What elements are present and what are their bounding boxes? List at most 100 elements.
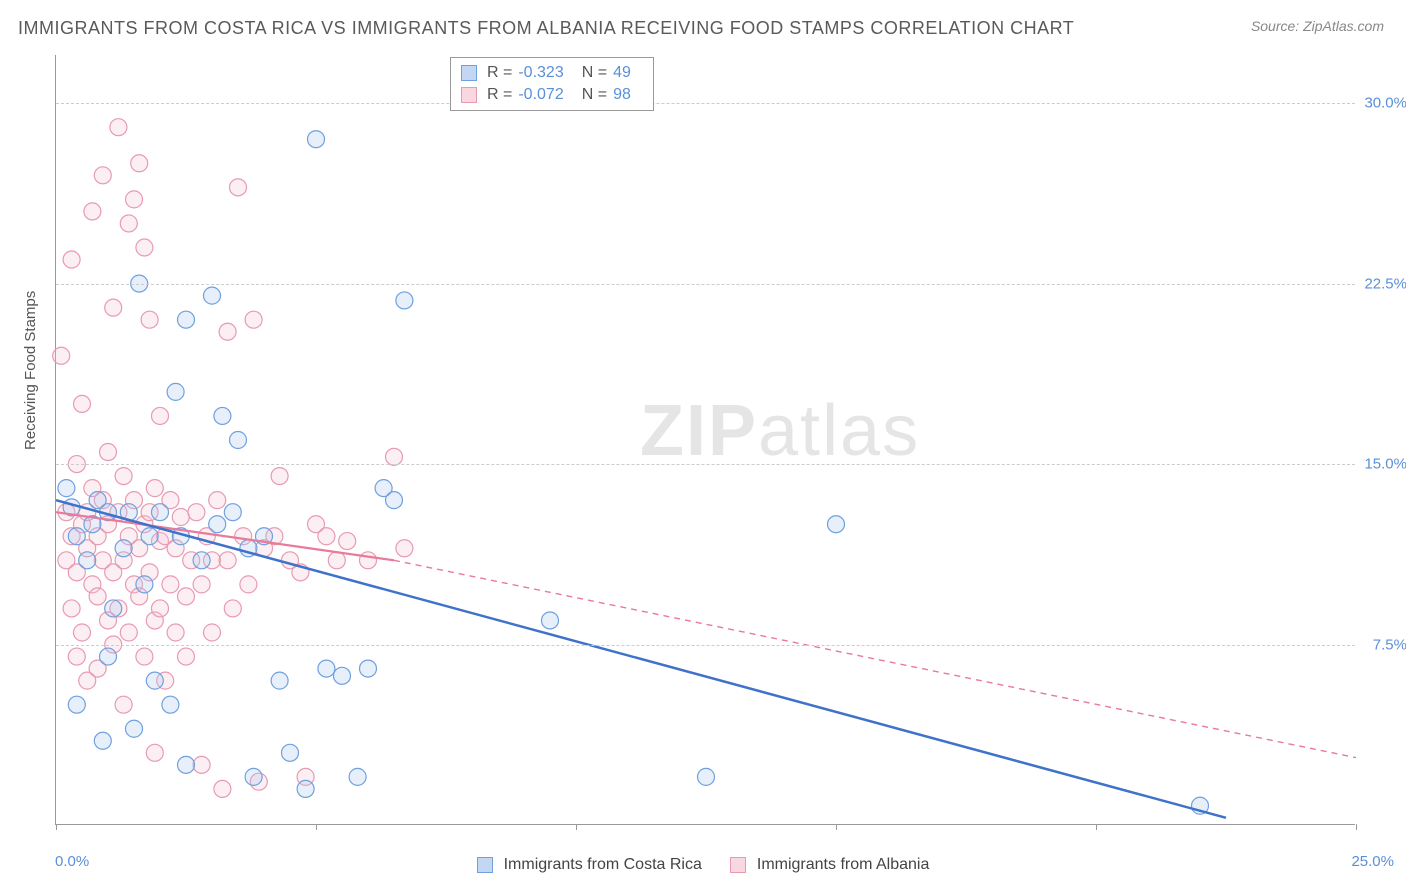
y-tick-label: 7.5% (1373, 636, 1406, 653)
gridline (56, 645, 1355, 646)
data-point (136, 648, 153, 665)
data-point (396, 292, 413, 309)
data-point (328, 552, 345, 569)
stats-row: R = -0.072N = 98 (461, 84, 643, 106)
data-point (219, 552, 236, 569)
chart-plot-area: 7.5%15.0%22.5%30.0% (55, 55, 1355, 825)
data-point (318, 660, 335, 677)
data-point (224, 600, 241, 617)
data-point (63, 251, 80, 268)
data-point (105, 600, 122, 617)
data-point (214, 780, 231, 797)
data-point (204, 287, 221, 304)
source-attribution: Source: ZipAtlas.com (1251, 18, 1384, 34)
data-point (224, 504, 241, 521)
data-point (193, 756, 210, 773)
data-point (126, 720, 143, 737)
x-tick-label-right: 25.0% (1351, 853, 1394, 870)
data-point (100, 444, 117, 461)
x-tick (836, 824, 837, 830)
data-point (94, 732, 111, 749)
data-point (188, 504, 205, 521)
stats-legend-box: R = -0.323 N = 49R = -0.072 N = 98 (450, 57, 654, 111)
stat-n-value: 98 (613, 84, 631, 106)
data-point (58, 480, 75, 497)
data-point (105, 299, 122, 316)
y-tick-label: 15.0% (1364, 456, 1406, 473)
stat-n-label: N = (582, 62, 607, 84)
data-point (136, 576, 153, 593)
stat-r-label: R = (487, 62, 512, 84)
data-point (152, 600, 169, 617)
stats-row: R = -0.323 N = 49 (461, 62, 643, 84)
data-point (141, 528, 158, 545)
data-point (167, 624, 184, 641)
data-point (339, 533, 356, 550)
data-point (193, 552, 210, 569)
legend-label: Immigrants from Costa Rica (504, 856, 702, 874)
legend-label: Immigrants from Albania (757, 856, 930, 874)
y-tick-label: 22.5% (1364, 275, 1406, 292)
data-point (178, 311, 195, 328)
data-point (271, 468, 288, 485)
y-tick-label: 30.0% (1364, 95, 1406, 112)
data-point (100, 648, 117, 665)
x-tick (56, 824, 57, 830)
data-point (178, 588, 195, 605)
data-point (271, 672, 288, 689)
chart-title: IMMIGRANTS FROM COSTA RICA VS IMMIGRANTS… (18, 18, 1074, 39)
data-point (214, 407, 231, 424)
y-axis-label: Receiving Food Stamps (22, 291, 39, 450)
source-prefix: Source: (1251, 18, 1303, 34)
data-point (141, 311, 158, 328)
data-point (126, 191, 143, 208)
x-tick (1096, 824, 1097, 830)
data-point (230, 432, 247, 449)
gridline (56, 464, 1355, 465)
data-point (68, 696, 85, 713)
data-point (204, 624, 221, 641)
data-point (136, 239, 153, 256)
data-point (162, 696, 179, 713)
data-point (115, 540, 132, 557)
data-point (542, 612, 559, 629)
stat-r-value: -0.072 (518, 84, 563, 106)
data-point (698, 768, 715, 785)
data-point (386, 448, 403, 465)
scatter-plot-svg (56, 55, 1355, 824)
data-point (282, 744, 299, 761)
legend-swatch (477, 857, 493, 873)
data-point (146, 480, 163, 497)
legend-item: Immigrants from Costa Rica (477, 856, 702, 874)
data-point (68, 648, 85, 665)
data-point (334, 667, 351, 684)
data-point (68, 528, 85, 545)
data-point (94, 167, 111, 184)
data-point (349, 768, 366, 785)
data-point (84, 203, 101, 220)
data-point (89, 588, 106, 605)
data-point (120, 215, 137, 232)
bottom-legend: Immigrants from Costa Rica Immigrants fro… (0, 856, 1406, 874)
data-point (386, 492, 403, 509)
x-tick (576, 824, 577, 830)
data-point (172, 509, 189, 526)
data-point (110, 119, 127, 136)
data-point (74, 395, 91, 412)
stat-n-label: N = (582, 84, 607, 106)
data-point (360, 552, 377, 569)
legend-swatch (461, 65, 477, 81)
data-point (360, 660, 377, 677)
data-point (219, 323, 236, 340)
stat-n-value: 49 (613, 62, 631, 84)
data-point (131, 155, 148, 172)
trend-line (394, 560, 1356, 757)
data-point (79, 552, 96, 569)
data-point (63, 600, 80, 617)
data-point (318, 528, 335, 545)
data-point (297, 780, 314, 797)
gridline (56, 284, 1355, 285)
data-point (240, 576, 257, 593)
data-point (53, 347, 70, 364)
stat-r-value: -0.323 (518, 62, 563, 84)
